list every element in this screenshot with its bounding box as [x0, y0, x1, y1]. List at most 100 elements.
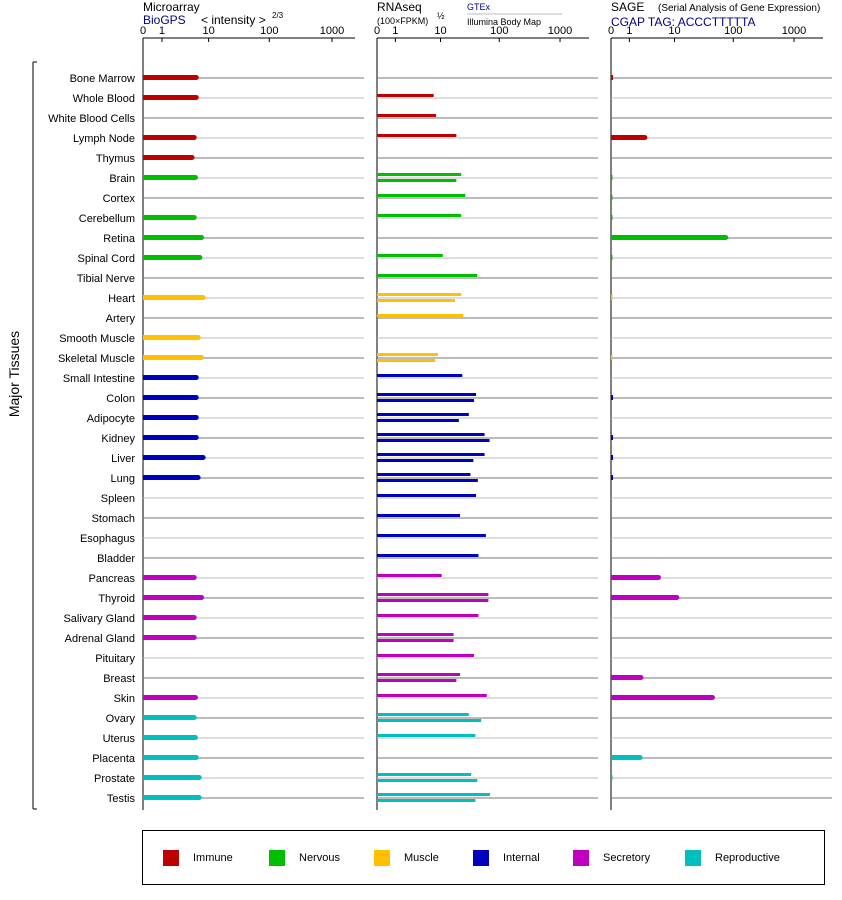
tissue-label: Testis	[107, 793, 136, 805]
sage-bar	[611, 395, 614, 400]
microarray-tick-label: 1	[159, 25, 165, 37]
microarray-bar-cap	[196, 795, 202, 800]
tissue-label: Bone Marrow	[70, 73, 135, 85]
rnaseq-bar	[377, 214, 462, 217]
rnaseq-bar-gtex	[377, 433, 485, 436]
microarray-bar	[143, 795, 200, 800]
cgap-tag-link[interactable]: CGAP TAG: ACCCTTTTTA	[611, 15, 755, 29]
microarray-bar-cap	[193, 395, 199, 400]
rnaseq-header: RNAseq (100×FPKM) ½ GTEx Illumina Body M…	[377, 0, 562, 27]
microarray-bar	[143, 755, 197, 760]
rnaseq-bar-illumina	[377, 399, 475, 402]
sage-tick-label: 1000	[782, 25, 806, 37]
rnaseq-bar	[377, 534, 486, 537]
rnaseq-tick-label: 0	[374, 25, 380, 37]
microarray-bar	[143, 615, 195, 620]
sage-bar	[611, 175, 613, 180]
sage-bar	[611, 435, 614, 440]
legend-label: Muscle	[404, 852, 439, 864]
microarray-bar	[143, 215, 195, 220]
microarray-bar	[143, 695, 196, 700]
tissue-label: Stomach	[92, 513, 135, 525]
rnaseq-bar-illumina	[377, 299, 456, 302]
rnaseq-bar-illumina	[377, 179, 457, 182]
microarray-bar	[143, 575, 195, 580]
microarray-bar-cap	[193, 435, 199, 440]
tissue-expression-chart: Microarray BioGPS < intensity > 2/3 RNAs…	[6, 0, 832, 810]
microarray-metric-label: < intensity >	[201, 13, 266, 27]
microarray-tick-label: 10	[202, 25, 214, 37]
rnaseq-bar	[377, 94, 434, 97]
rnaseq-bar-gtex	[377, 393, 477, 396]
gtex-link[interactable]: GTEx	[467, 2, 491, 12]
sage-bar-cap	[709, 695, 715, 700]
rnaseq-tick-label: 10	[434, 25, 446, 37]
rnaseq-bar	[377, 694, 487, 697]
microarray-bar	[143, 595, 202, 600]
rnaseq-bar	[377, 554, 479, 557]
rnaseq-bar-illumina	[377, 639, 454, 642]
sage-bar	[611, 775, 613, 780]
rnaseq-bar	[377, 614, 479, 617]
nervous-swatch	[269, 850, 285, 866]
rnaseq-unit-label: (100×FPKM)	[377, 16, 428, 26]
rnaseq-bar	[377, 134, 457, 137]
microarray-bar-cap	[192, 695, 198, 700]
microarray-bar-cap	[191, 135, 197, 140]
microarray-bar-cap	[191, 215, 197, 220]
microarray-bar-cap	[193, 755, 199, 760]
sage-title: SAGE	[611, 0, 644, 14]
sage-bar	[611, 475, 614, 480]
legend-label: Internal	[503, 852, 540, 864]
immune-swatch	[163, 850, 179, 866]
rnaseq-bar-illumina	[377, 419, 459, 422]
sage-bar-cap	[723, 235, 729, 240]
sage-tick-label: 100	[724, 25, 742, 37]
muscle-swatch	[374, 850, 390, 866]
rnaseq-bar	[377, 314, 464, 317]
microarray-bar	[143, 475, 199, 480]
microarray-bar-cap	[193, 375, 199, 380]
microarray-bar-cap	[192, 175, 198, 180]
tissue-label: Thymus	[96, 153, 136, 165]
rnaseq-bar-gtex	[377, 173, 462, 176]
microarray-bar	[143, 335, 199, 340]
tissue-label: Adrenal Gland	[65, 633, 135, 645]
tissue-label: Adipocyte	[87, 413, 135, 425]
microarray-bar-cap	[191, 575, 197, 580]
microarray-bar	[143, 635, 195, 640]
sage-subtitle: (Serial Analysis of Gene Expression)	[658, 3, 820, 14]
legend: Immune Nervous Muscle Internal Secretory…	[142, 830, 825, 885]
tissue-label: Prostate	[94, 773, 135, 785]
tissue-label: Tibial Nerve	[77, 273, 135, 285]
sage-bar	[611, 235, 726, 240]
sage-bar	[611, 575, 659, 580]
sage-bar	[611, 75, 614, 80]
sage-bar	[611, 755, 641, 760]
rnaseq-bar	[377, 654, 475, 657]
sage-bar-cap	[674, 595, 680, 600]
biogps-link[interactable]: BioGPS	[143, 13, 186, 27]
microarray-bar-cap	[195, 475, 201, 480]
microarray-bar	[143, 135, 195, 140]
rnaseq-tick-label: 1000	[548, 25, 572, 37]
rnaseq-bar	[377, 374, 463, 377]
microarray-bar	[143, 295, 204, 300]
tissue-label: Pituitary	[95, 653, 135, 665]
rnaseq-bar-illumina	[377, 799, 476, 802]
microarray-bar	[143, 175, 196, 180]
tissue-label: Bladder	[97, 553, 135, 565]
rnaseq-bar-illumina	[377, 479, 478, 482]
microarray-bar-cap	[193, 415, 199, 420]
rnaseq-bar-illumina	[377, 599, 489, 602]
sage-tick-label: 1	[626, 25, 632, 37]
tissue-label: Skeletal Muscle	[58, 353, 135, 365]
rnaseq-tick-label: 1	[392, 25, 398, 37]
sage-bar-cap	[638, 675, 644, 680]
legend-label: Secretory	[603, 852, 651, 864]
tissue-label: Ovary	[106, 713, 136, 725]
tissue-label: Retina	[103, 233, 136, 245]
sage-bar	[611, 255, 613, 260]
microarray-bar-cap	[200, 455, 206, 460]
microarray-bar	[143, 75, 197, 80]
